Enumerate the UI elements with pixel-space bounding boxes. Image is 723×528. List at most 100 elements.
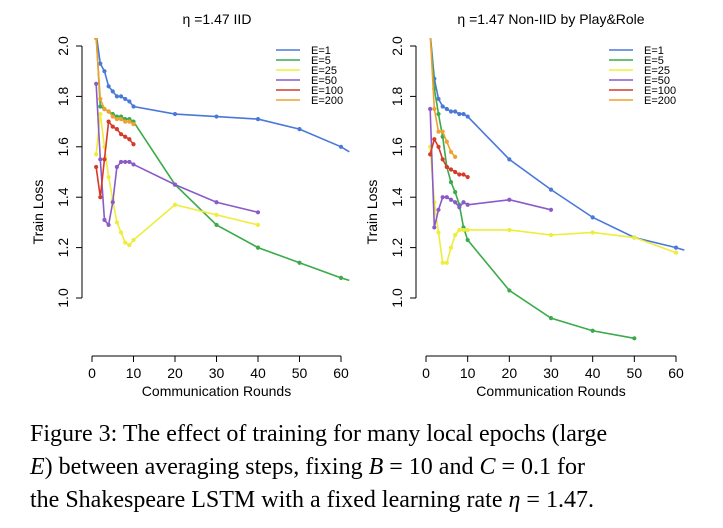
series-line-e1 xyxy=(95,38,350,153)
data-point xyxy=(461,172,466,177)
caption-text-d: the Shakespeare LSTM with a fixed learni… xyxy=(30,487,509,513)
legend-label: E=25 xyxy=(644,65,670,77)
caption-line-2: E) between averaging steps, fixing B = 1… xyxy=(30,451,710,484)
data-point xyxy=(465,114,470,119)
caption-line-3: the Shakespeare LSTM with a fixed learni… xyxy=(30,484,710,517)
chart-title: η =1.47 Non-IID by Play&Role xyxy=(457,11,644,27)
legend-label: E=50 xyxy=(311,75,337,87)
x-tick-label: 0 xyxy=(88,365,96,381)
data-point xyxy=(127,119,132,124)
data-point xyxy=(440,104,445,109)
legend-label: E=25 xyxy=(311,65,337,77)
chart-panel-2: η =1.47 Non-IID by Play&Role 1.0 1.2 1.4 1.6… xyxy=(364,11,685,399)
data-point xyxy=(673,245,679,250)
x-tick-label: 60 xyxy=(668,365,684,381)
y-tick-label: 1.0 xyxy=(55,288,71,308)
series-line-e50 xyxy=(429,108,552,228)
legend-label: E=100 xyxy=(311,85,343,97)
data-point xyxy=(440,157,445,162)
data-point xyxy=(448,245,454,250)
data-point xyxy=(432,137,437,142)
x-tick-label: 10 xyxy=(460,365,476,381)
y-axis: 1.0 1.2 1.4 1.6 1.8 2.0 xyxy=(55,36,83,308)
data-point xyxy=(507,197,512,202)
data-point xyxy=(255,116,261,122)
data-point xyxy=(123,119,128,124)
data-point xyxy=(94,81,99,86)
data-point xyxy=(428,106,433,112)
x-axis: 0 10 20 30 40 50 60 xyxy=(422,355,684,381)
data-point xyxy=(118,159,124,165)
figure-3-charts: η =1.47 IID 1.0 1.2 1.4 1.6 1.8 2.0 Train Loss 0… xyxy=(30,11,685,399)
data-point xyxy=(118,94,124,99)
data-point xyxy=(94,152,99,157)
data-point xyxy=(114,127,119,132)
data-point xyxy=(457,111,462,117)
y-tick-label: 1.6 xyxy=(389,137,405,157)
legend-label: E=1 xyxy=(311,45,331,57)
data-point xyxy=(118,132,124,137)
data-point xyxy=(444,195,449,200)
data-point xyxy=(432,225,437,230)
data-point xyxy=(114,164,119,170)
x-tick-label: 0 xyxy=(422,365,430,381)
data-point xyxy=(106,222,111,228)
data-point xyxy=(453,232,458,238)
x-tick-label: 30 xyxy=(209,365,225,381)
data-point xyxy=(465,202,470,207)
series-line-e200 xyxy=(95,38,134,125)
y-tick-label: 1.4 xyxy=(55,187,71,207)
data-point xyxy=(102,69,107,74)
data-point xyxy=(428,31,432,35)
data-point xyxy=(98,61,103,66)
data-point xyxy=(214,212,219,217)
chart-title: η =1.47 IID xyxy=(183,11,252,27)
legend-label: E=100 xyxy=(644,85,676,97)
x-tick-label: 30 xyxy=(543,365,559,381)
y-tick-label: 1.4 xyxy=(389,187,405,207)
data-point xyxy=(507,227,512,233)
data-point xyxy=(98,104,103,109)
data-point xyxy=(114,94,119,99)
data-point xyxy=(448,149,454,154)
data-point xyxy=(172,111,178,117)
data-point xyxy=(436,207,441,212)
data-point xyxy=(102,106,107,112)
data-point xyxy=(436,96,441,102)
series-line-e100 xyxy=(95,119,135,198)
data-point xyxy=(453,154,458,159)
legend-label: E=200 xyxy=(311,95,343,107)
data-point xyxy=(123,134,128,139)
data-point xyxy=(98,157,103,162)
data-point xyxy=(131,237,136,243)
data-point xyxy=(444,106,449,112)
caption-text-b: = 10 and xyxy=(383,454,480,480)
caption-var-b: B xyxy=(368,454,384,480)
data-point xyxy=(123,240,128,245)
y-axis-label: Train Loss xyxy=(364,180,380,245)
data-point xyxy=(440,129,445,134)
data-point xyxy=(461,111,466,117)
data-point xyxy=(436,129,441,134)
y-tick-label: 2.0 xyxy=(389,36,405,56)
data-point xyxy=(118,116,124,122)
data-point xyxy=(448,109,454,114)
data-point xyxy=(98,111,103,117)
data-point xyxy=(110,89,115,94)
data-point xyxy=(94,31,98,35)
y-axis-label: Train Loss xyxy=(30,180,46,245)
data-point xyxy=(457,205,462,210)
data-point xyxy=(172,202,178,207)
data-point xyxy=(440,195,445,200)
data-point xyxy=(123,159,128,165)
series-line-e5 xyxy=(429,38,635,340)
data-point xyxy=(94,164,99,170)
x-axis-label: Communication Rounds xyxy=(142,383,291,399)
data-point xyxy=(114,220,119,225)
data-point xyxy=(428,31,432,35)
data-point xyxy=(590,215,595,220)
caption-text-e: = 1.47. xyxy=(520,487,594,513)
data-point xyxy=(444,260,449,265)
data-point xyxy=(131,162,136,167)
